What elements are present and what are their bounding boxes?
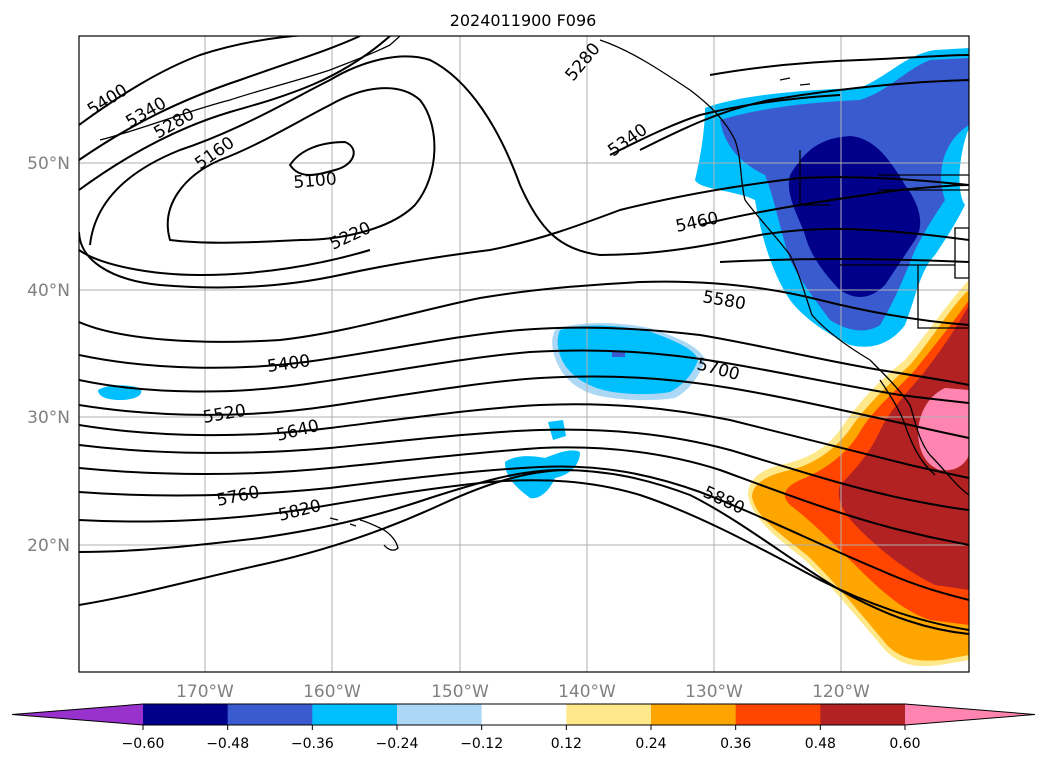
colorbar-segment — [566, 704, 652, 725]
lat-label: 40°N — [27, 281, 70, 301]
colorbar-tick-label: −0.60 — [122, 736, 165, 752]
contour-label: 5100 — [293, 169, 338, 193]
colorbar-tick-label: 0.24 — [635, 736, 666, 752]
lat-label: 20°N — [27, 536, 70, 556]
shade-darkred-sw — [838, 305, 969, 590]
lon-label: 140°W — [558, 682, 616, 702]
map-frame — [78, 35, 970, 673]
colorbar-segment — [312, 704, 398, 725]
figure-title: 2024011900 F096 — [450, 11, 597, 30]
latitude-labels: 50°N 40°N 30°N 20°N — [27, 154, 70, 556]
lat-label: 50°N — [27, 154, 70, 174]
colorbar-tick-label: 0.36 — [720, 736, 751, 752]
positive-anomaly-shading — [748, 280, 969, 667]
lon-label: 120°W — [812, 682, 870, 702]
colorbar-tick-label: −0.12 — [460, 736, 503, 752]
colorbar-segment — [651, 704, 737, 725]
lon-label: 170°W — [176, 682, 234, 702]
longitude-labels: 170°W 160°W 150°W 140°W 130°W 120°W — [176, 682, 870, 702]
colorbar-tick-label: 0.12 — [551, 736, 582, 752]
shade-pink-sw — [918, 388, 969, 471]
colorbar-tick-label: 0.60 — [889, 736, 920, 752]
colorbar-tick-label: −0.48 — [206, 736, 249, 752]
colorbar-extend-high — [905, 704, 1035, 725]
lat-label: 30°N — [27, 408, 70, 428]
colorbar-segment — [481, 704, 567, 725]
colorbar-tick-label: 0.48 — [805, 736, 836, 752]
colorbar-tick-label: −0.24 — [376, 736, 419, 752]
graticule — [79, 36, 969, 672]
coastlines — [99, 36, 969, 551]
map-panel: 5400 5340 5280 5160 5100 5220 5280 5340 … — [79, 36, 969, 672]
shade-cyan-hawaii — [505, 450, 580, 499]
lon-label: 150°W — [431, 682, 489, 702]
colorbar-segment — [143, 704, 229, 725]
colorbar-segment — [820, 704, 906, 725]
lon-label: 130°W — [685, 682, 743, 702]
shade-navy-nw — [788, 136, 921, 297]
colorbar-segment — [735, 704, 821, 725]
height-contours — [79, 36, 969, 635]
colorbar: −0.60 −0.48 −0.36 −0.24 −0.12 0.12 0.24 0.36 0.4… — [11, 703, 1036, 752]
colorbar-segment — [397, 704, 483, 725]
colorbar-segment — [227, 704, 313, 725]
colorbar-extend-low — [12, 704, 143, 725]
lon-label: 160°W — [303, 682, 361, 702]
colorbar-tick-label: −0.36 — [291, 736, 334, 752]
